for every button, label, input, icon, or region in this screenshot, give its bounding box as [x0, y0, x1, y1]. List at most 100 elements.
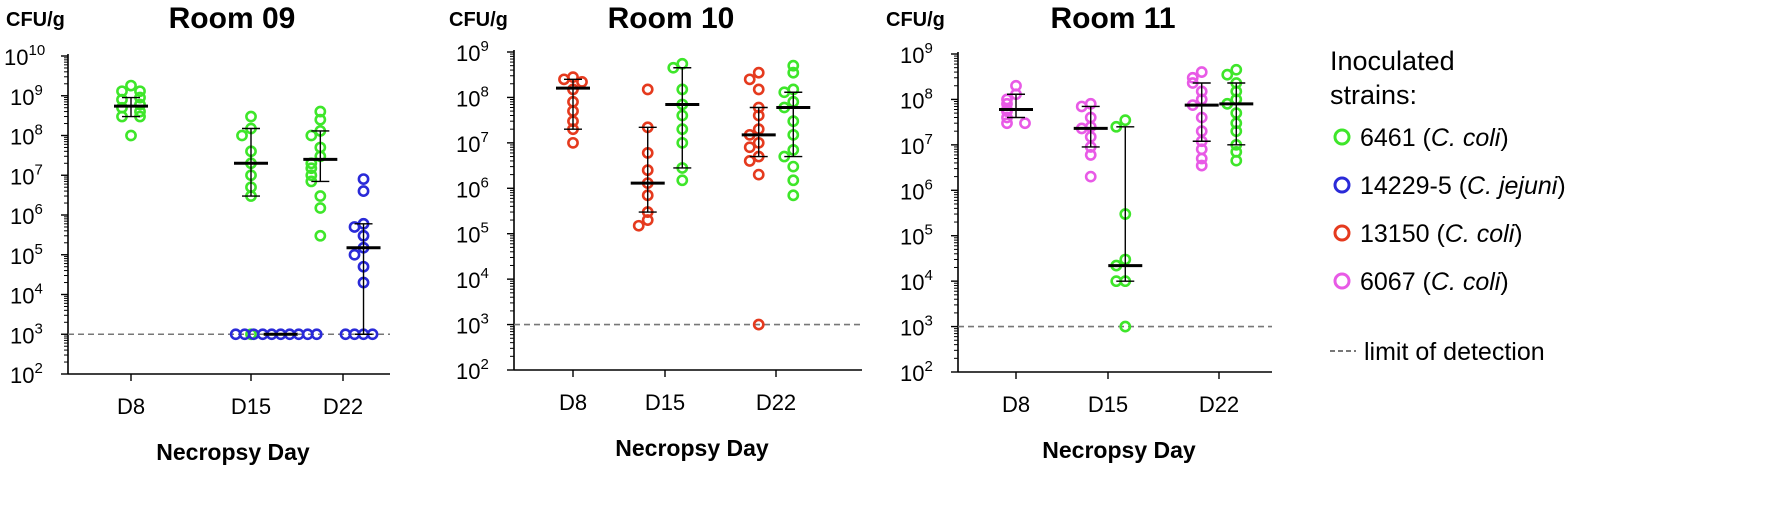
data-point — [752, 168, 765, 181]
y-tick-label: 107 — [10, 161, 43, 189]
data-point — [743, 155, 756, 167]
data-point — [1019, 117, 1031, 130]
data-point — [787, 160, 800, 173]
y-tick-base: 10 — [900, 179, 924, 204]
legend-item-close: ) — [1557, 172, 1565, 200]
y-tick-label: 108 — [900, 85, 933, 113]
data-point — [314, 190, 327, 202]
data-point — [125, 129, 137, 142]
y-tick-base: 10 — [900, 225, 924, 250]
legend-item-14229-5: 14229-5 (C. jejuni) — [1360, 172, 1566, 200]
y-tick-exponent: 9 — [480, 38, 488, 55]
y-tick-label: 105 — [456, 220, 489, 248]
data-point — [339, 328, 352, 341]
data-point — [310, 328, 323, 341]
y-tick-base: 10 — [10, 363, 34, 388]
y-tick-base: 10 — [456, 268, 480, 293]
y-tick-base: 10 — [10, 204, 34, 229]
group-D22-6461 — [303, 105, 338, 242]
legend-item-close: ) — [1500, 268, 1508, 296]
y-tick-label: 105 — [900, 222, 933, 250]
legend-marker-14229-5 — [1333, 176, 1351, 194]
y-tick-base: 10 — [456, 177, 480, 202]
data-point — [1195, 66, 1208, 78]
legend-marker-6067 — [1333, 272, 1351, 290]
y-tick-base: 10 — [10, 323, 34, 348]
y-tick-base: 10 — [456, 132, 480, 157]
data-point — [125, 79, 137, 92]
legend-lod-label: limit of detection — [1364, 338, 1545, 366]
y-tick-exponent: 3 — [480, 311, 488, 328]
legend-item-6067: 6067 (C. coli) — [1360, 268, 1509, 296]
y-tick-exponent: 4 — [34, 281, 42, 298]
y-tick-label: 103 — [900, 313, 933, 341]
data-point — [787, 66, 800, 79]
legend-marker-13150 — [1333, 224, 1351, 242]
y-tick-exponent: 10 — [28, 42, 45, 59]
group-D15-6461 — [234, 110, 268, 341]
y-tick-base: 10 — [900, 361, 924, 386]
y-tick-exponent: 8 — [480, 83, 488, 100]
x-axis-label: Necropsy Day — [156, 439, 310, 465]
y-tick-exponent: 8 — [924, 85, 932, 102]
y-tick-exponent: 2 — [480, 356, 488, 373]
y-tick-base: 10 — [4, 45, 28, 70]
group-D15-13150 — [630, 83, 665, 232]
x-tick-label: D15 — [231, 394, 271, 419]
legend-item-close: ) — [1514, 220, 1522, 248]
legend-item-close: ) — [1500, 124, 1508, 152]
data-point — [305, 169, 318, 182]
y-tick-base: 10 — [10, 284, 34, 309]
y-tick-label: 104 — [10, 281, 43, 309]
group-D8-6461 — [114, 79, 148, 142]
data-point — [134, 98, 146, 111]
y-tick-exponent: 3 — [924, 313, 932, 330]
y-tick-base: 10 — [10, 125, 34, 150]
data-point — [787, 174, 800, 187]
y-tick-exponent: 4 — [924, 267, 932, 284]
data-point — [787, 59, 800, 72]
y-tick-exponent: 3 — [34, 320, 42, 337]
data-point — [787, 189, 800, 202]
chart-title: Room 11 — [1050, 2, 1175, 35]
y-tick-base: 10 — [456, 86, 480, 111]
y-tick-base: 10 — [456, 41, 480, 66]
y-tick-exponent: 8 — [34, 122, 42, 139]
y-tick-label: 107 — [900, 131, 933, 159]
group-D15-14229-5 — [229, 328, 323, 341]
data-point — [752, 83, 765, 96]
y-tick-label: 1010 — [4, 42, 45, 70]
y-tick-base: 10 — [900, 270, 924, 295]
legend-item-label: 13150 ( — [1360, 220, 1445, 248]
data-point — [752, 66, 765, 79]
legend-item-species: C. coli — [1431, 124, 1502, 152]
x-axis-label: Necropsy Day — [1042, 437, 1196, 463]
x-tick-label: D8 — [117, 394, 145, 419]
y-tick-label: 109 — [456, 38, 489, 66]
data-point — [1221, 68, 1234, 81]
group-D8-13150 — [556, 71, 590, 149]
y-tick-exponent: 7 — [924, 131, 932, 148]
y-tick-base: 10 — [456, 223, 480, 248]
x-tick-label: D22 — [1199, 392, 1239, 417]
x-tick-label: D22 — [323, 394, 363, 419]
data-point — [236, 129, 248, 142]
data-point — [314, 113, 327, 126]
y-tick-label: 103 — [10, 320, 43, 348]
legend-title-line1: Inoculated — [1330, 46, 1455, 76]
y-tick-label: 106 — [456, 174, 489, 202]
data-point — [1084, 170, 1097, 183]
group-D15-6461 — [1108, 114, 1143, 333]
legend-item-species: C. coli — [1445, 220, 1516, 248]
group-D22-14229-5 — [339, 173, 381, 341]
x-tick-label: D15 — [645, 390, 685, 415]
x-tick-label: D15 — [1088, 392, 1128, 417]
data-point — [1001, 117, 1013, 130]
y-tick-exponent: 9 — [34, 82, 42, 99]
y-tick-base: 10 — [900, 88, 924, 113]
data-point — [134, 85, 146, 98]
y-unit-label: CFU/g — [449, 9, 508, 31]
y-tick-exponent: 5 — [924, 222, 932, 239]
